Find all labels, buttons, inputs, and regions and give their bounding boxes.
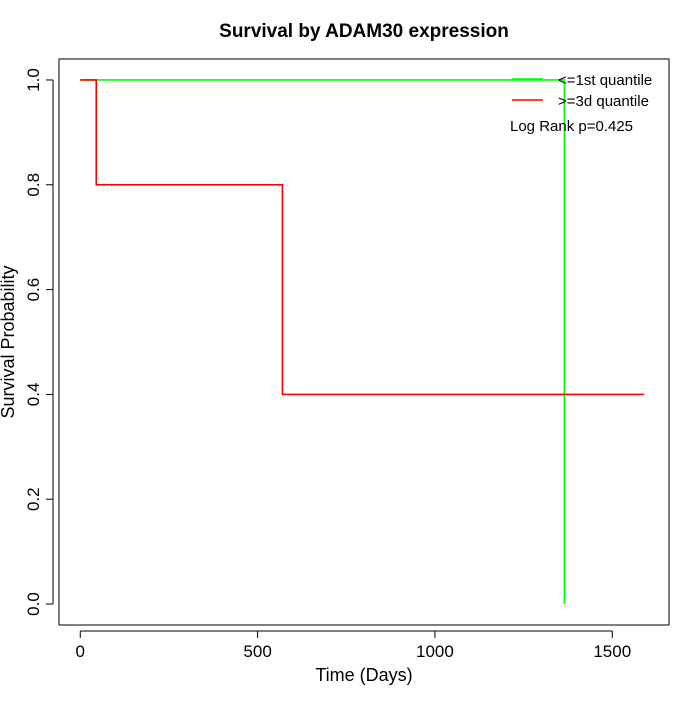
y-tick-label: 1.0 [24,68,43,92]
series-line-1 [80,79,566,605]
y-tick-label: 0.2 [24,487,43,511]
y-tick-label: 0.4 [24,383,43,407]
log-rank-annotation: Log Rank p=0.425 [510,118,633,135]
y-axis-label: Survival Probability [0,265,18,418]
chart-title: Survival by ADAM30 expression [219,21,509,42]
plot-frame [58,58,670,626]
x-axis-label: Time (Days) [315,665,412,685]
legend-label: <=1st quantile [558,72,652,89]
y-tick-label: 0.8 [24,173,43,197]
x-tick-label: 0 [76,642,85,661]
x-tick-label: 1000 [416,642,454,661]
x-tick-label: 500 [243,642,271,661]
series-line-2 [80,79,645,396]
y-axis: 0.0 0.2 0.4 0.6 0.8 1.0 [24,68,54,616]
x-axis: 0 500 1000 1500 [76,630,631,661]
legend: <=1st quantile >=3d quantile [512,72,652,110]
legend-label: >=3d quantile [558,93,649,110]
y-tick-label: 0.6 [24,278,43,302]
series-layer [80,79,645,605]
y-tick-label: 0.0 [24,592,43,616]
x-tick-label: 1500 [593,642,631,661]
